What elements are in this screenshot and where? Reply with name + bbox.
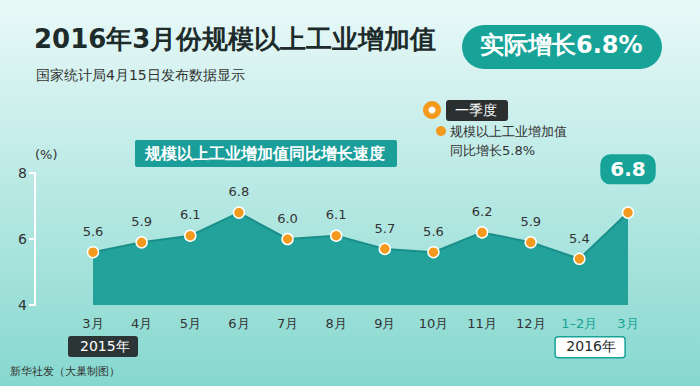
svg-text:10月: 10月 bbox=[419, 316, 449, 331]
svg-text:4: 4 bbox=[18, 297, 27, 313]
svg-text:一季度: 一季度 bbox=[455, 102, 497, 118]
svg-text:(%): (%) bbox=[35, 147, 58, 162]
svg-text:5.9: 5.9 bbox=[131, 214, 152, 229]
svg-text:6月: 6月 bbox=[228, 316, 249, 331]
svg-text:6.8: 6.8 bbox=[610, 157, 645, 181]
svg-text:6.0: 6.0 bbox=[277, 211, 298, 226]
svg-text:6.1: 6.1 bbox=[326, 207, 347, 222]
svg-text:规模以上工业增加值同比增长速度: 规模以上工业增加值同比增长速度 bbox=[144, 144, 385, 163]
svg-text:3月: 3月 bbox=[82, 316, 103, 331]
svg-text:新华社发（大巢制图）: 新华社发（大巢制图） bbox=[10, 365, 120, 378]
svg-text:3月: 3月 bbox=[617, 316, 638, 331]
svg-text:6.2: 6.2 bbox=[472, 204, 493, 219]
svg-text:2015年: 2015年 bbox=[80, 338, 130, 354]
svg-text:8月: 8月 bbox=[326, 316, 347, 331]
svg-text:5.6: 5.6 bbox=[83, 224, 104, 239]
svg-text:1–2月: 1–2月 bbox=[561, 316, 597, 331]
svg-text:7月: 7月 bbox=[277, 316, 298, 331]
svg-text:同比增长5.8%: 同比增长5.8% bbox=[450, 143, 535, 158]
svg-text:9月: 9月 bbox=[374, 316, 395, 331]
svg-text:11月: 11月 bbox=[467, 316, 497, 331]
svg-text:5月: 5月 bbox=[180, 316, 201, 331]
svg-text:2016年: 2016年 bbox=[566, 338, 616, 354]
svg-text:5.9: 5.9 bbox=[520, 214, 541, 229]
svg-text:12月: 12月 bbox=[516, 316, 546, 331]
svg-text:5.7: 5.7 bbox=[374, 221, 395, 236]
svg-text:4月: 4月 bbox=[131, 316, 152, 331]
svg-text:6.8: 6.8 bbox=[229, 184, 250, 199]
svg-text:规模以上工业增加值: 规模以上工业增加值 bbox=[450, 124, 567, 139]
svg-text:国家统计局4月15日发布数据显示: 国家统计局4月15日发布数据显示 bbox=[36, 67, 245, 83]
svg-text:5.6: 5.6 bbox=[423, 224, 444, 239]
svg-text:6: 6 bbox=[18, 231, 27, 247]
svg-text:实际增长6.8%: 实际增长6.8% bbox=[480, 31, 643, 59]
svg-text:8: 8 bbox=[18, 165, 27, 181]
svg-text:2016年3月份规模以上工业增加值: 2016年3月份规模以上工业增加值 bbox=[34, 24, 436, 54]
svg-text:6.1: 6.1 bbox=[180, 207, 201, 222]
svg-text:5.4: 5.4 bbox=[569, 231, 590, 246]
